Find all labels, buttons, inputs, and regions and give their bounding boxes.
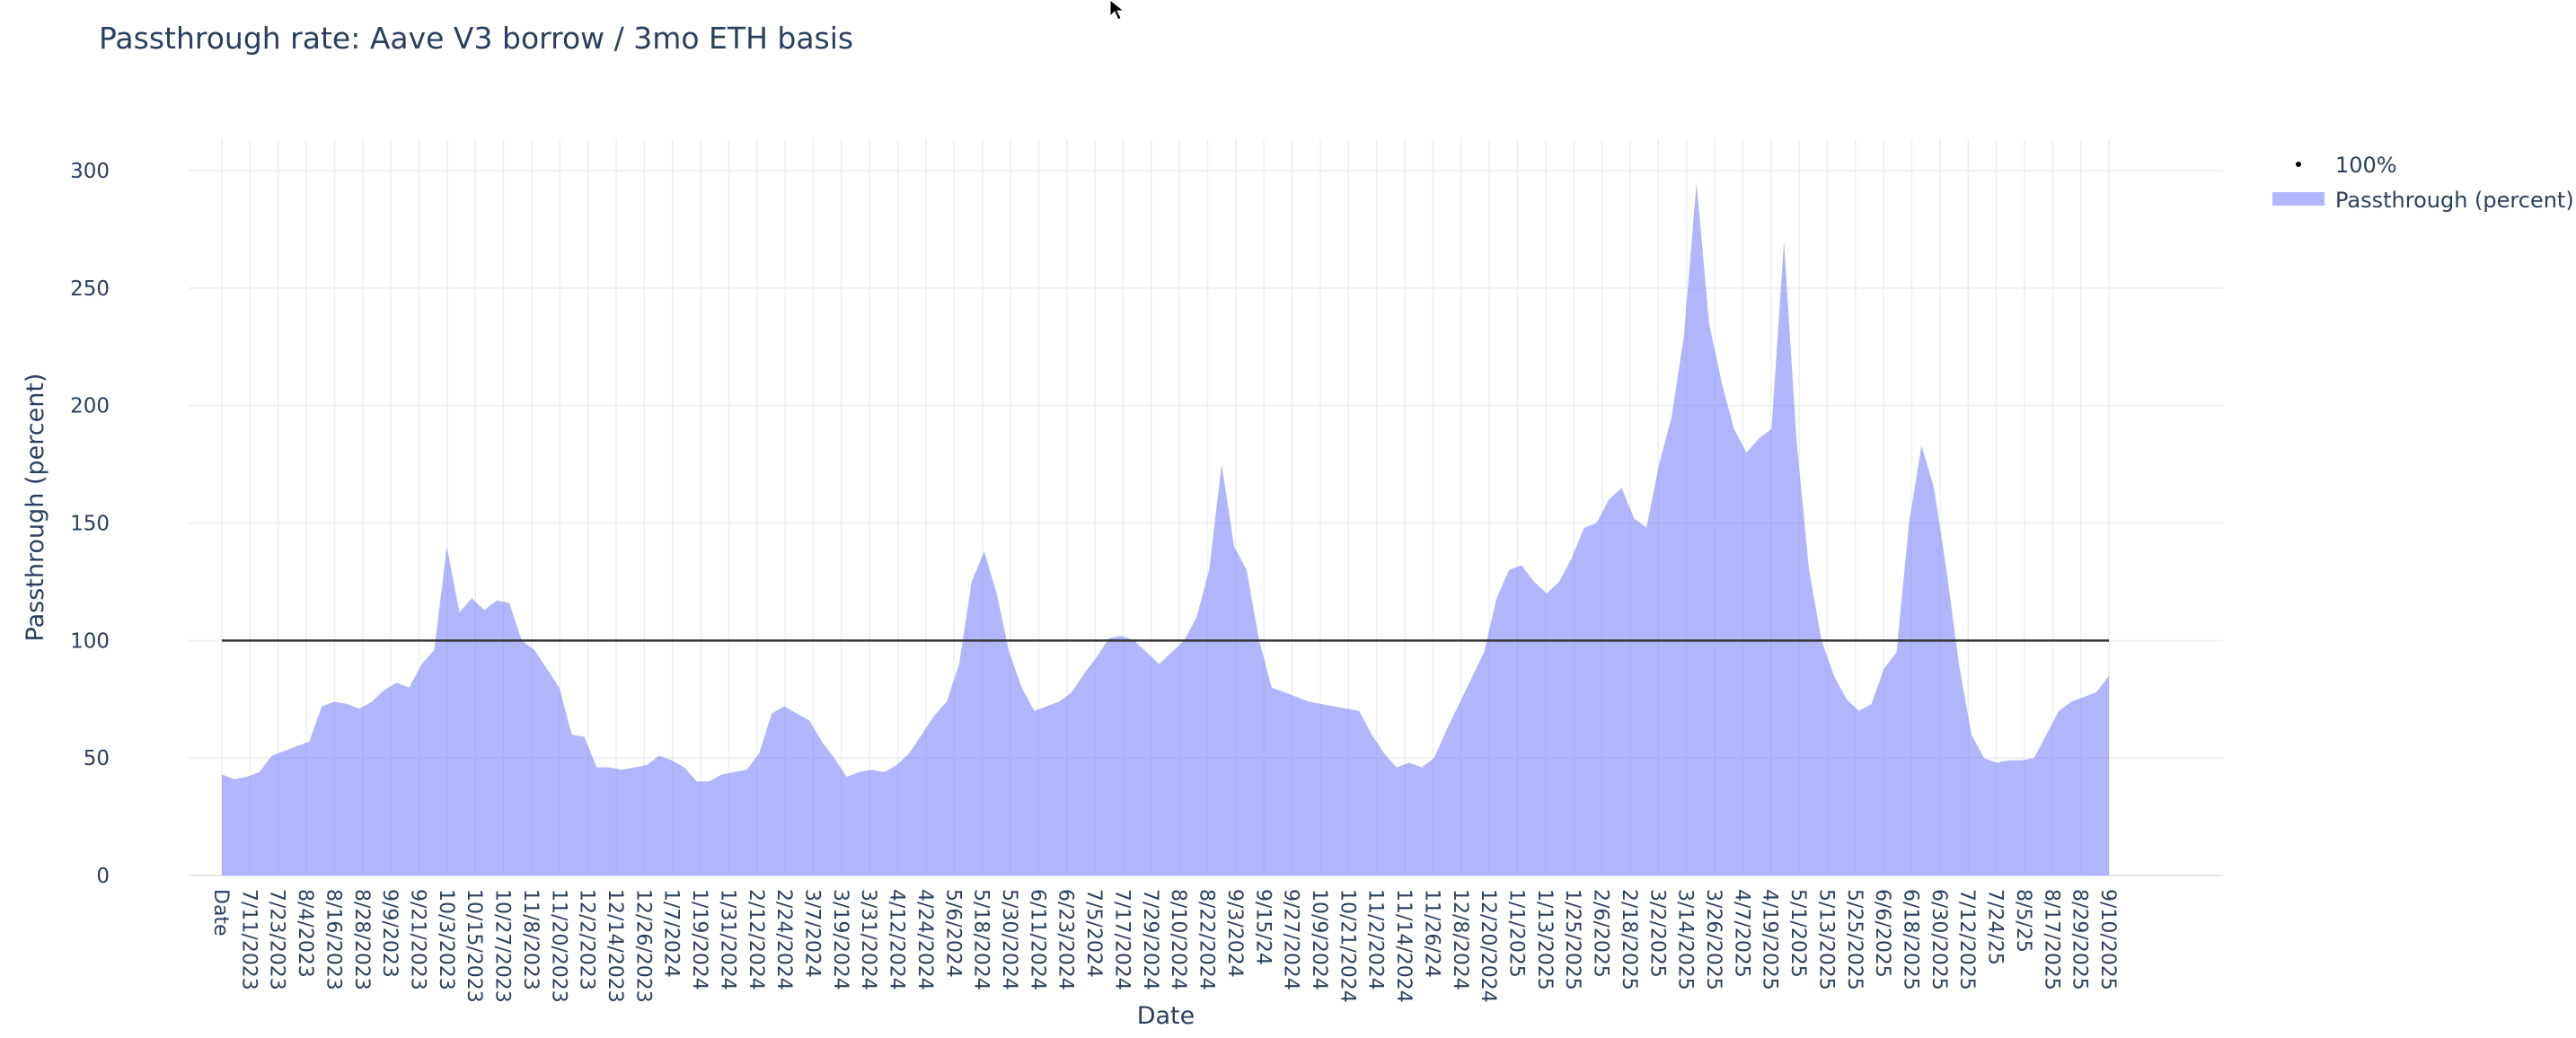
x-tick-label: 9/27/2024 bbox=[1280, 889, 1302, 990]
x-tick-label: 9/21/2023 bbox=[407, 889, 429, 990]
x-tick-label: 8/22/2024 bbox=[1195, 889, 1218, 990]
legend-swatch-passthrough bbox=[2272, 192, 2325, 206]
y-tick-label: 100 bbox=[70, 629, 110, 653]
x-axis-label: Date bbox=[1137, 1002, 1195, 1030]
x-tick-label: 4/7/2025 bbox=[1730, 889, 1752, 978]
y-tick-label: 250 bbox=[70, 277, 110, 301]
y-tick-label: 0 bbox=[96, 865, 110, 888]
x-tick-label: 12/2/2023 bbox=[576, 889, 598, 990]
x-tick-label: 3/31/2024 bbox=[857, 889, 879, 990]
x-tick-label: 7/29/2024 bbox=[1139, 889, 1161, 990]
x-tick-label: 1/13/2025 bbox=[1533, 889, 1556, 990]
x-tick-label: 1/25/2025 bbox=[1561, 889, 1584, 990]
y-tick-label: 50 bbox=[84, 747, 110, 770]
x-tick-label: 10/3/2023 bbox=[435, 889, 457, 990]
x-tick-label: 8/17/2025 bbox=[2040, 889, 2062, 990]
legend-label-passthrough: Passthrough (percent) bbox=[2335, 188, 2574, 213]
x-tick-label: 7/17/2024 bbox=[1110, 889, 1133, 990]
x-tick-label: 3/19/2024 bbox=[829, 889, 851, 990]
x-tick-label: 9/15/24 bbox=[1251, 889, 1274, 965]
x-tick-label: 2/18/2025 bbox=[1618, 889, 1640, 990]
x-tick-label: 12/26/2023 bbox=[631, 889, 654, 1003]
x-tick-label: 11/14/2024 bbox=[1392, 889, 1415, 1003]
x-tick-label: 8/29/2025 bbox=[2069, 889, 2091, 990]
x-tick-label: 2/12/2024 bbox=[745, 889, 767, 990]
x-tick-label: 7/5/2024 bbox=[1082, 889, 1105, 978]
x-tick-label: 7/23/2023 bbox=[266, 889, 288, 990]
x-tick-label: 12/20/2024 bbox=[1477, 889, 1499, 1003]
x-tick-label: 8/5/25 bbox=[2012, 889, 2034, 953]
x-tick-label: 6/18/2025 bbox=[1899, 889, 1921, 990]
x-tick-label: 12/14/2023 bbox=[604, 889, 626, 1003]
y-tick-labels: 0 50 100 150 200 250 300 bbox=[70, 160, 110, 888]
x-tick-label: 11/26/24 bbox=[1420, 889, 1442, 978]
x-tick-label: 5/25/2025 bbox=[1843, 889, 1866, 990]
x-tick-label: 5/13/2025 bbox=[1814, 889, 1837, 990]
chart-title: Passthrough rate: Aave V3 borrow / 3mo E… bbox=[99, 21, 853, 56]
y-tick-label: 200 bbox=[70, 395, 110, 418]
x-tick-label: 5/1/2025 bbox=[1786, 889, 1809, 978]
x-tick-label: 11/8/2023 bbox=[519, 889, 542, 990]
x-tick-label: 4/24/2024 bbox=[913, 889, 936, 990]
x-tick-label: 1/7/2024 bbox=[660, 889, 683, 978]
x-tick-label: 5/18/2024 bbox=[970, 889, 992, 990]
x-tick-label: 3/2/2025 bbox=[1645, 889, 1668, 978]
x-tick-labels: Date 7/11/2023 7/23/2023 8/4/2023 8/16/2023 8… bbox=[209, 889, 2119, 1003]
x-tick-label: 6/11/2024 bbox=[1026, 889, 1048, 990]
x-tick-label: 5/30/2024 bbox=[998, 889, 1020, 990]
x-tick-label: 4/12/2024 bbox=[886, 889, 908, 990]
x-tick-label: 10/27/2023 bbox=[491, 889, 514, 1003]
x-tick-label: 7/12/2025 bbox=[1955, 889, 1978, 990]
x-tick-label: 11/20/2023 bbox=[547, 889, 569, 1003]
x-tick-label: Date bbox=[209, 889, 232, 937]
x-tick-label: 8/4/2023 bbox=[294, 889, 316, 978]
x-tick-label: 7/11/2023 bbox=[237, 889, 260, 990]
passthrough-area bbox=[222, 182, 2109, 876]
x-tick-label: 6/23/2024 bbox=[1054, 889, 1077, 990]
y-tick-label: 150 bbox=[70, 513, 110, 536]
legend-marker-100 bbox=[2296, 162, 2301, 167]
y-tick-label: 300 bbox=[70, 160, 110, 183]
mouse-cursor-icon bbox=[1109, 0, 1125, 21]
x-tick-label: 9/3/2024 bbox=[1223, 889, 1246, 978]
x-tick-label: 8/28/2023 bbox=[350, 889, 373, 990]
x-tick-label: 10/9/2024 bbox=[1308, 889, 1330, 990]
y-axis-label: Passthrough (percent) bbox=[22, 374, 49, 642]
x-tick-label: 8/16/2023 bbox=[322, 889, 344, 990]
x-tick-label: 9/9/2023 bbox=[378, 889, 401, 978]
x-tick-label: 3/7/2024 bbox=[801, 889, 824, 978]
x-tick-label: 1/31/2024 bbox=[716, 889, 738, 990]
x-tick-label: 6/6/2025 bbox=[1871, 889, 1893, 978]
x-tick-label: 11/2/2024 bbox=[1364, 889, 1387, 990]
x-tick-label: 6/30/2025 bbox=[1928, 889, 1950, 990]
x-tick-label: 4/19/2025 bbox=[1759, 889, 1781, 990]
x-tick-label: 1/19/2024 bbox=[688, 889, 710, 990]
x-tick-label: 2/6/2025 bbox=[1590, 889, 1612, 978]
x-tick-label: 12/8/2024 bbox=[1449, 889, 1471, 990]
x-tick-label: 2/24/2024 bbox=[772, 889, 795, 990]
legend-label-100: 100% bbox=[2335, 153, 2397, 178]
x-tick-label: 10/21/2024 bbox=[1336, 889, 1358, 1003]
x-tick-label: 8/10/2024 bbox=[1167, 889, 1189, 990]
x-tick-label: 9/10/2025 bbox=[2096, 889, 2119, 990]
legend: 100% Passthrough (percent) bbox=[2272, 153, 2574, 213]
x-tick-label: 7/24/25 bbox=[1984, 889, 2007, 965]
x-tick-label: 5/6/2024 bbox=[941, 889, 964, 978]
x-tick-label: 3/26/2025 bbox=[1702, 889, 1725, 990]
x-tick-label: 3/14/2025 bbox=[1674, 889, 1697, 990]
x-tick-label: 10/15/2023 bbox=[463, 889, 485, 1003]
x-tick-label: 1/1/2025 bbox=[1504, 889, 1527, 978]
